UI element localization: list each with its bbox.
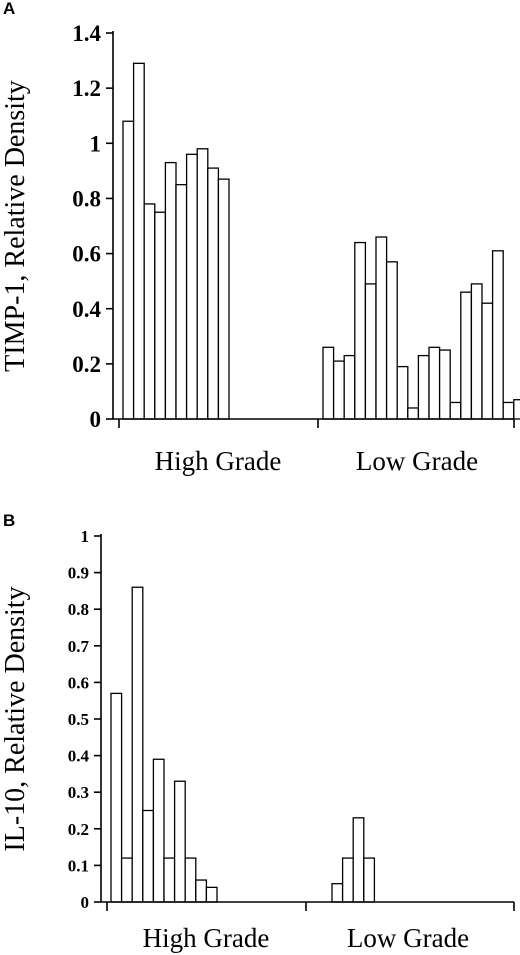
panel-b-letter: B (3, 511, 15, 530)
bar-low-grade-4 (363, 857, 376, 903)
y-tick-label-1: 0.1 (68, 856, 89, 875)
bar-high-grade-9 (207, 167, 220, 420)
bar-high-grade-7 (185, 153, 198, 420)
bar-high-grade-3 (143, 203, 156, 420)
bar-low-grade-11 (428, 346, 441, 420)
group-label-high-grade: High Grade (143, 923, 270, 953)
bar-high-grade-4 (154, 211, 167, 420)
bar-high-grade-8 (196, 148, 209, 420)
bar-high-grade-6 (163, 857, 176, 903)
y-tick-label-10: 1 (81, 527, 90, 546)
y-axis-title: TIMP-1, Relative Density (0, 80, 31, 372)
bar-low-grade-1 (322, 346, 335, 420)
bar-low-grade-10 (417, 354, 430, 420)
bar-low-grade-2 (332, 360, 345, 420)
bar-high-grade-3 (131, 586, 144, 903)
y-tick-label-5: 1 (90, 131, 102, 156)
y-tick-label-7: 1.4 (72, 21, 101, 46)
bar-low-grade-12 (438, 349, 451, 420)
bar-low-grade-1 (331, 883, 344, 903)
y-tick-label-4: 0.8 (72, 186, 101, 211)
group-label-low-grade: Low Grade (356, 446, 478, 476)
bar-high-grade-6 (175, 183, 188, 420)
bar-high-grade-9 (195, 879, 208, 903)
panel-a-letter: A (3, 0, 15, 18)
bar-high-grade-7 (173, 780, 186, 903)
y-tick-label-5: 0.5 (68, 710, 89, 729)
bar-low-grade-7 (385, 261, 398, 420)
bar-low-grade-4 (354, 241, 367, 420)
panel-a-chart: High Grade Low Grade 0 0.2 0.4 0.6 0.8 1 1.2 1.4 T… (0, 21, 520, 476)
bar-high-grade-1 (122, 120, 135, 420)
bar-high-grade-1 (110, 692, 123, 903)
y-tick-label-1: 0.2 (72, 352, 101, 377)
group-label-low-grade: Low Grade (347, 923, 469, 953)
bar-high-grade-8 (184, 857, 197, 903)
bar-low-grade-3 (343, 354, 356, 420)
bar-low-grade-6 (375, 236, 388, 420)
y-tick-label-3: 0.3 (68, 783, 89, 802)
bar-low-grade-9 (407, 407, 420, 420)
bar-low-grade-19 (513, 399, 520, 420)
bar-low-grade-17 (491, 250, 504, 420)
y-tick-label-3: 0.6 (72, 242, 101, 267)
bar-low-grade-2 (341, 857, 354, 903)
y-tick-label-6: 1.2 (72, 76, 101, 101)
y-axis-title: IL-10, Relative Density (0, 586, 31, 851)
bar-low-grade-14 (460, 291, 473, 420)
bar-low-grade-16 (481, 302, 494, 420)
bar-high-grade-4 (142, 809, 155, 903)
bar-low-grade-13 (449, 401, 462, 420)
y-tick-label-2: 0.4 (72, 297, 101, 322)
y-tick-label-2: 0.2 (68, 820, 89, 839)
y-tick-label-0: 0 (90, 407, 102, 432)
bar-high-grade-2 (132, 62, 145, 420)
y-tick-label-9: 0.9 (68, 564, 89, 583)
y-tick-label-4: 0.4 (68, 747, 90, 766)
group-label-high-grade: High Grade (155, 446, 282, 476)
y-tick-label-6: 0.6 (68, 673, 89, 692)
bar-high-grade-10 (217, 178, 230, 420)
bar-low-grade-5 (364, 283, 377, 420)
bar-high-grade-10 (205, 886, 218, 903)
bar-high-grade-5 (164, 161, 177, 420)
y-tick-label-8: 0.8 (68, 600, 89, 619)
bar-high-grade-2 (120, 857, 133, 903)
bar-low-grade-3 (352, 817, 365, 903)
panel-b-chart: High Grade Low Grade 0 0.1 0.2 0.3 0.4 0.5 0.6 0.… (0, 527, 515, 953)
y-tick-label-0: 0 (81, 893, 90, 912)
y-tick-label-7: 0.7 (68, 637, 90, 656)
bar-low-grade-15 (470, 283, 483, 420)
bar-high-grade-5 (152, 758, 165, 903)
bar-low-grade-8 (396, 365, 409, 420)
bar-low-grade-18 (502, 401, 515, 420)
